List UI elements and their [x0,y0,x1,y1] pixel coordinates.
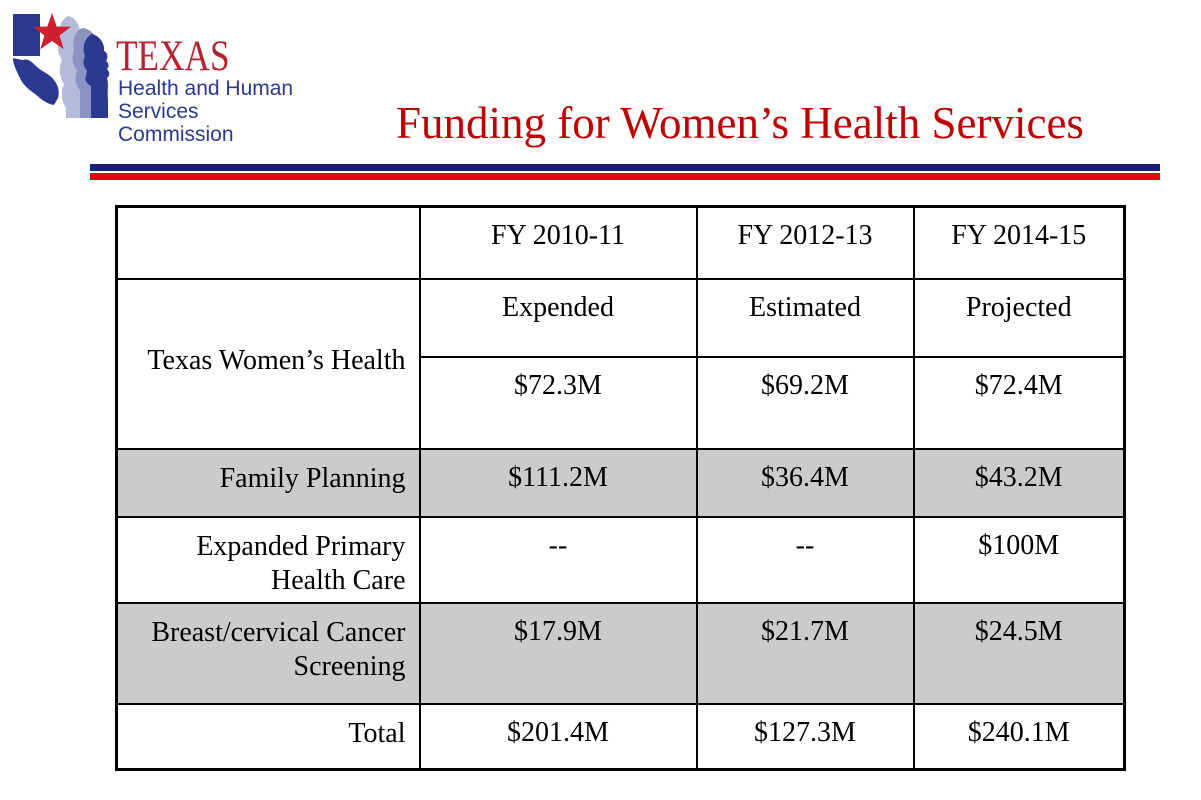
column-header-fy-2010-11: FY 2010-11 [418,205,698,280]
table-row-texas-womens-health-values: $72.3M $69.2M $72.4M [117,355,1126,450]
cell-total-fy2012-13: $127.3M [695,702,915,771]
funding-table: FY 2010-11 FY 2012-13 FY 2014-15 Texas W… [115,205,1126,772]
logo-subtitle-line2: Services Commission [118,100,234,147]
cell-family-fy2010-11: $111.2M [418,447,698,518]
cell-breast-fy2014-15: $24.5M [912,601,1126,705]
subheader-expended: Expended [418,277,698,358]
texas-state-faces-icon [13,13,110,118]
table-header-row: FY 2010-11 FY 2012-13 FY 2014-15 [115,205,1126,280]
column-header-fy-2014-15: FY 2014-15 [912,205,1126,280]
table-row-family-planning: Family Planning $111.2M $36.4M $43.2M [115,447,1126,518]
hhsc-logo: TEXAS Health and Human Services Commissi… [8,8,308,146]
row-label-texas-womens-health: Texas Women’s Health [115,277,421,450]
logo-org-name: TEXAS [116,33,230,80]
page-title: Funding for Women’s Health Services [396,98,1084,148]
table-row-breast-cervical-cancer-screening: Breast/cervical Cancer Screening $17.9M … [115,601,1126,705]
divider-red-bar [90,173,1160,180]
cell-breast-fy2012-13: $21.7M [695,601,915,705]
row-label-expanded-primary-health-care: Expanded Primary Health Care [115,515,421,604]
cell-expanded-fy2010-11: -- [418,515,698,604]
table-row-expanded-primary-health-care: Expanded Primary Health Care -- -- $100M [115,515,1126,604]
divider-navy-bar [90,164,1160,171]
row-label-total: Total [115,702,421,771]
table-subheader-row: Texas Women’s Health Expended Estimated … [115,277,1126,450]
cell-total-fy2010-11: $201.4M [418,702,698,771]
cell-family-fy2014-15: $43.2M [912,447,1126,518]
cell-expanded-fy2012-13: -- [695,515,915,604]
cell-twh-fy2010-11: $72.3M [418,355,698,450]
cell-twh-fy2014-15: $72.4M [912,355,1126,450]
logo-subtitle: Health and Human Services Commission [118,77,308,146]
row-label-family-planning: Family Planning [115,447,421,518]
column-header-fy-2012-13: FY 2012-13 [695,205,915,280]
cell-twh-fy2012-13: $69.2M [695,355,915,450]
cell-breast-fy2010-11: $17.9M [418,601,698,705]
row-label-breast-cervical-cancer-screening: Breast/cervical Cancer Screening [115,601,421,705]
subheader-estimated: Estimated [695,277,915,358]
table-row-total: Total $201.4M $127.3M $240.1M [115,702,1126,771]
subheader-projected: Projected [912,277,1126,358]
cell-family-fy2012-13: $36.4M [695,447,915,518]
divider-rule [90,164,1160,181]
table-corner-cell [115,205,421,280]
cell-expanded-fy2014-15: $100M [912,515,1126,604]
logo-subtitle-line1: Health and Human [118,77,294,100]
cell-total-fy2014-15: $240.1M [912,702,1126,771]
